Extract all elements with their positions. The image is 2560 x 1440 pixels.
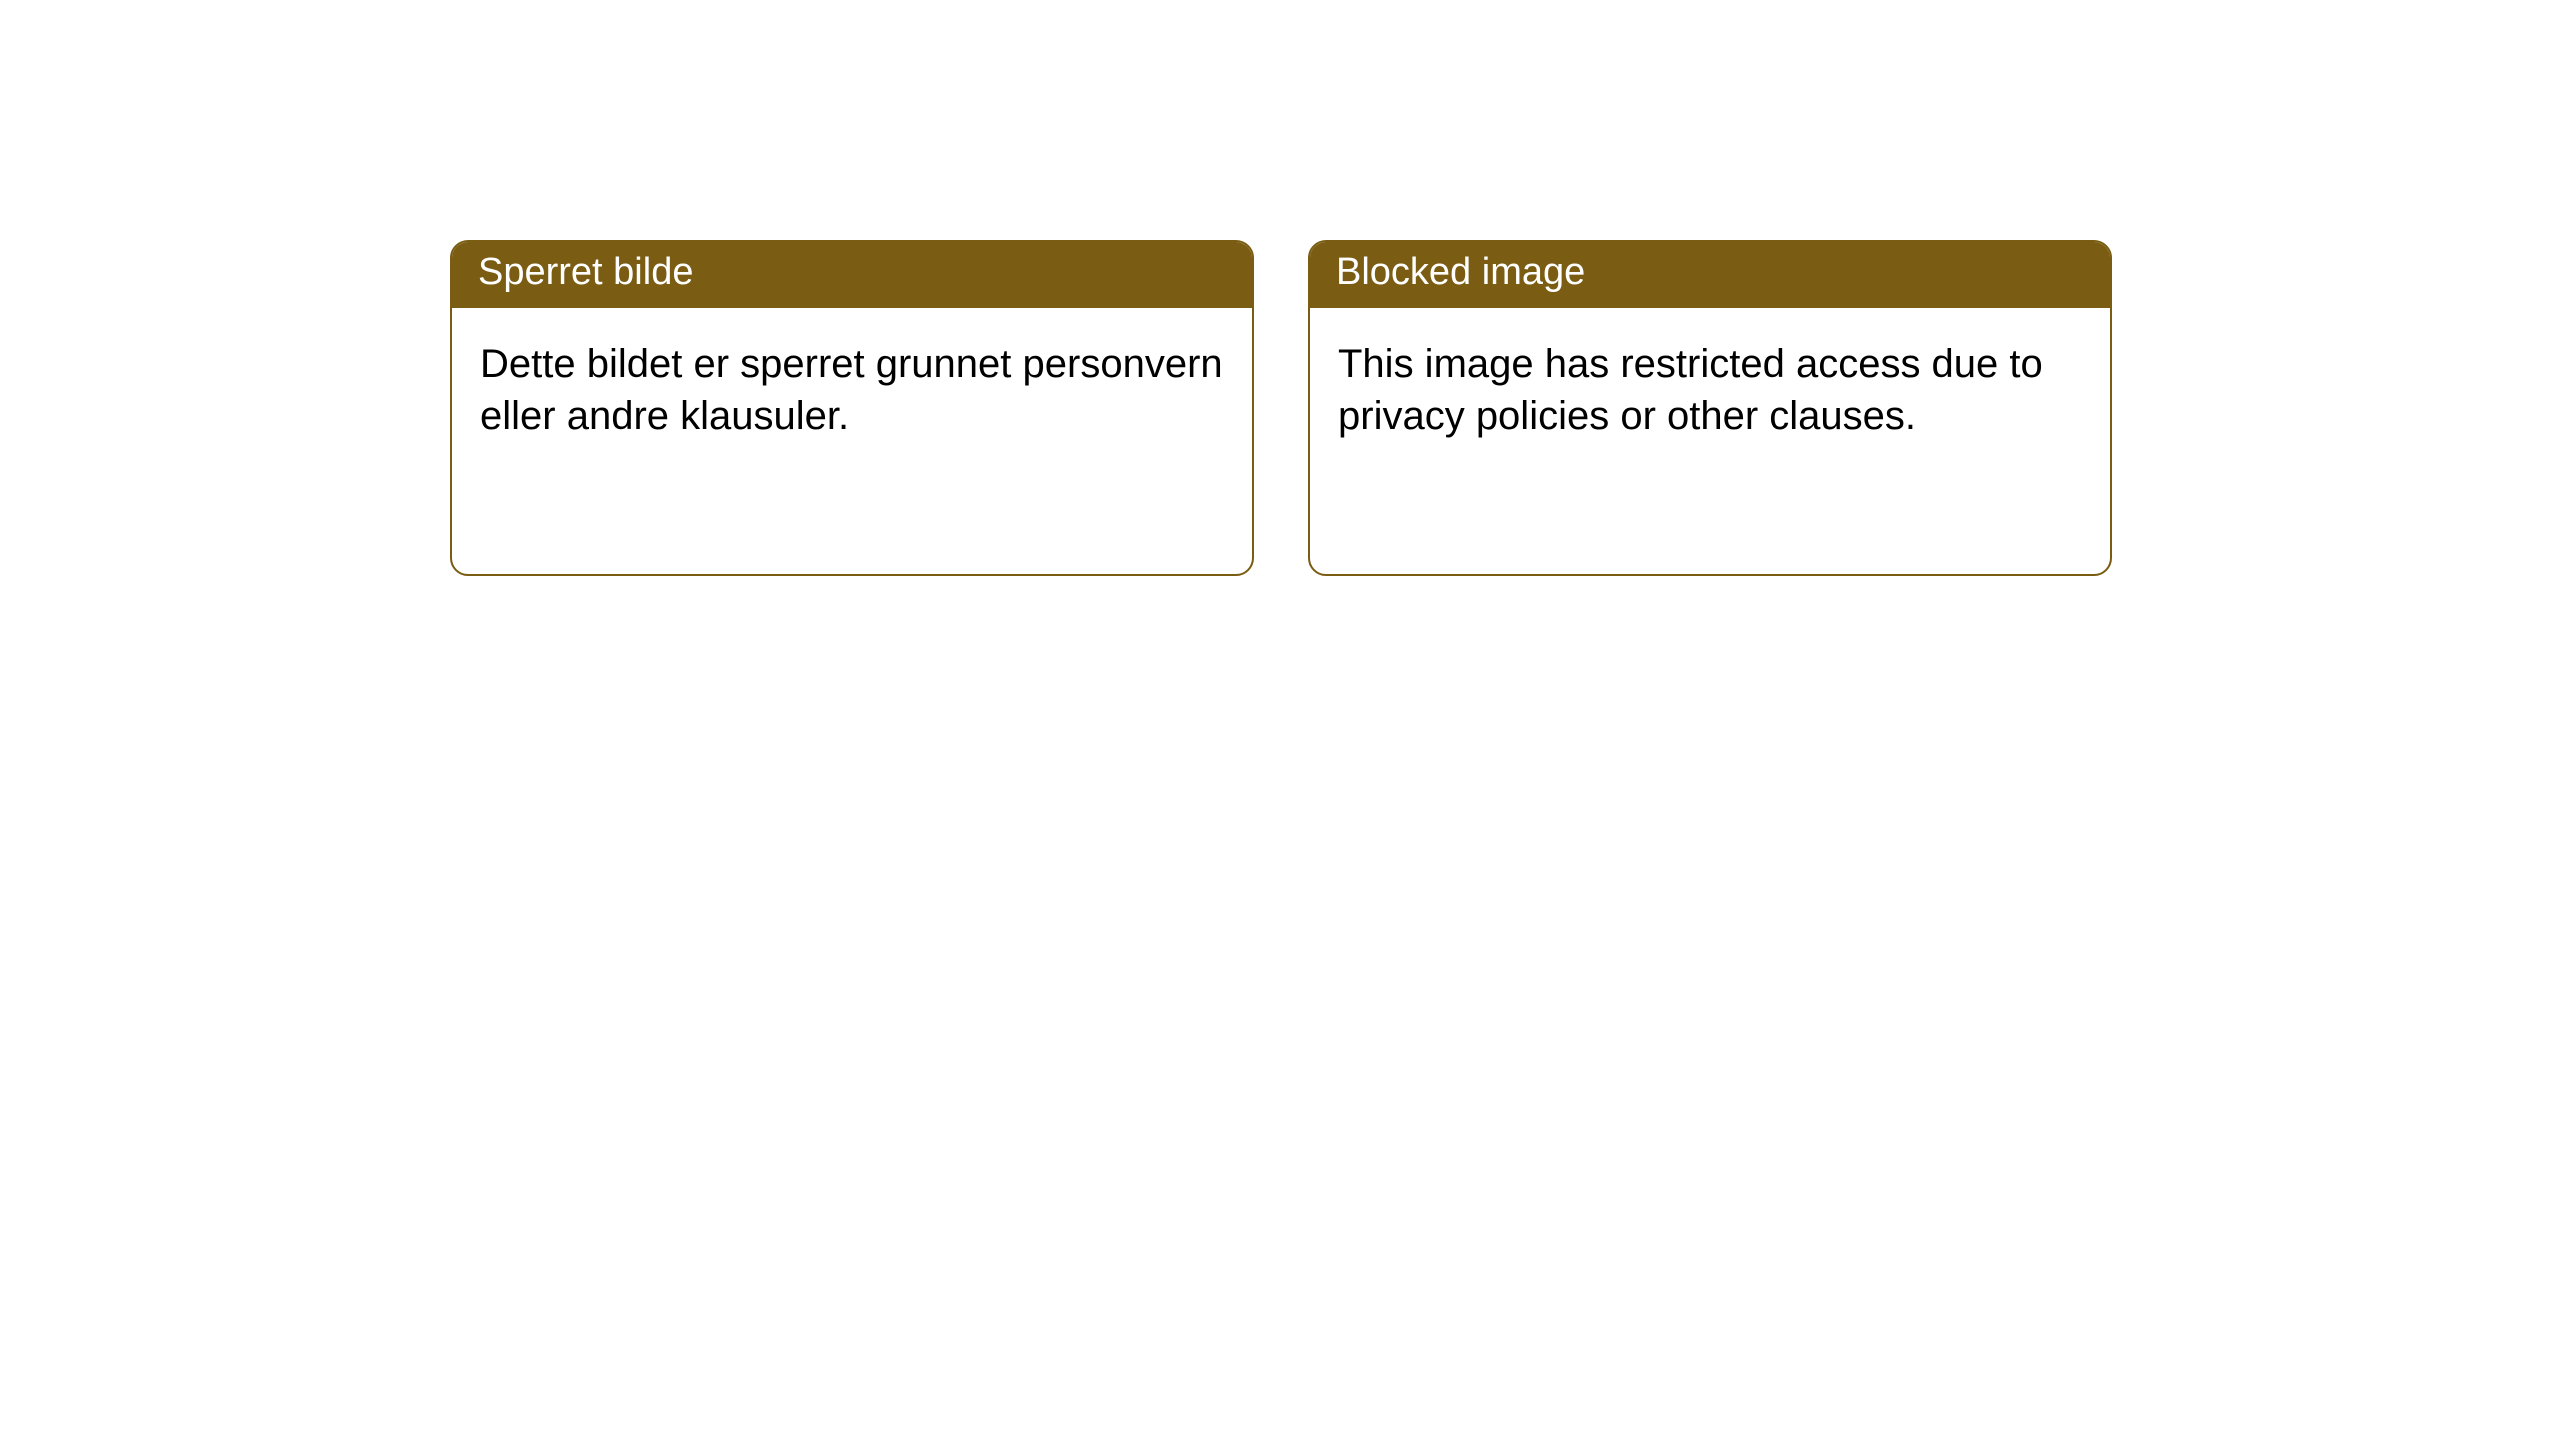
cards-container: Sperret bilde Dette bildet er sperret gr… xyxy=(0,0,2560,576)
card-header: Sperret bilde xyxy=(452,242,1252,308)
card-body: This image has restricted access due to … xyxy=(1310,308,2110,472)
card-header: Blocked image xyxy=(1310,242,2110,308)
card-body-text: Dette bildet er sperret grunnet personve… xyxy=(480,342,1223,438)
blocked-image-card-en: Blocked image This image has restricted … xyxy=(1308,240,2112,576)
card-body: Dette bildet er sperret grunnet personve… xyxy=(452,308,1252,472)
card-title: Blocked image xyxy=(1336,251,1585,293)
blocked-image-card-no: Sperret bilde Dette bildet er sperret gr… xyxy=(450,240,1254,576)
card-title: Sperret bilde xyxy=(478,251,693,293)
card-body-text: This image has restricted access due to … xyxy=(1338,342,2043,438)
